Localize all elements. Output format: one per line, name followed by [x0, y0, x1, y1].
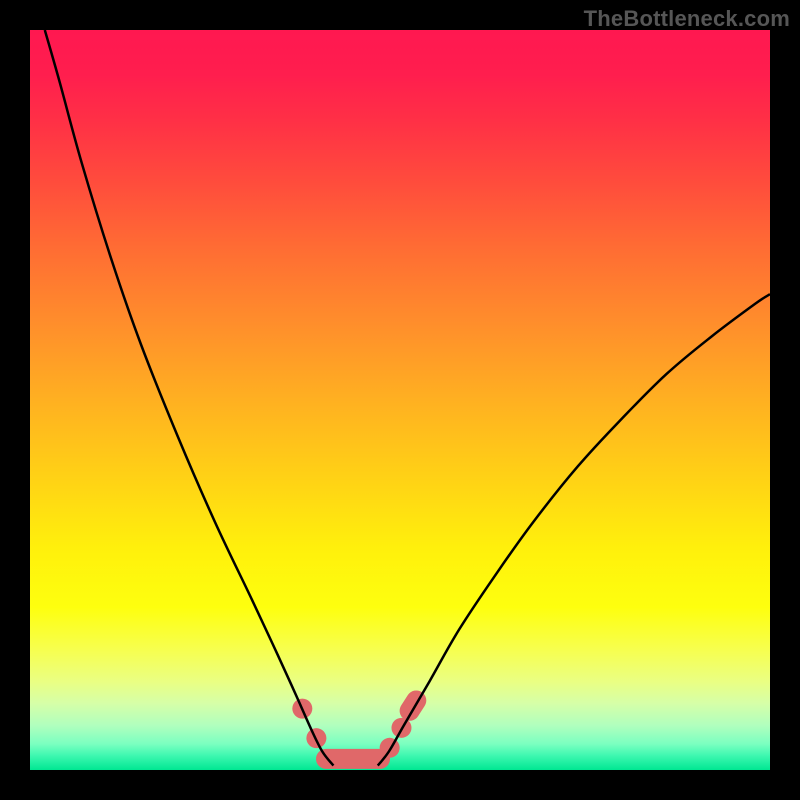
marker-dot: [380, 738, 400, 758]
chart-frame: TheBottleneck.com: [0, 0, 800, 800]
bottleneck-curve: [30, 30, 770, 770]
watermark-text: TheBottleneck.com: [584, 6, 790, 32]
curve-left-branch: [45, 30, 334, 766]
curve-right-branch: [378, 294, 770, 765]
plot-area: [30, 30, 770, 770]
